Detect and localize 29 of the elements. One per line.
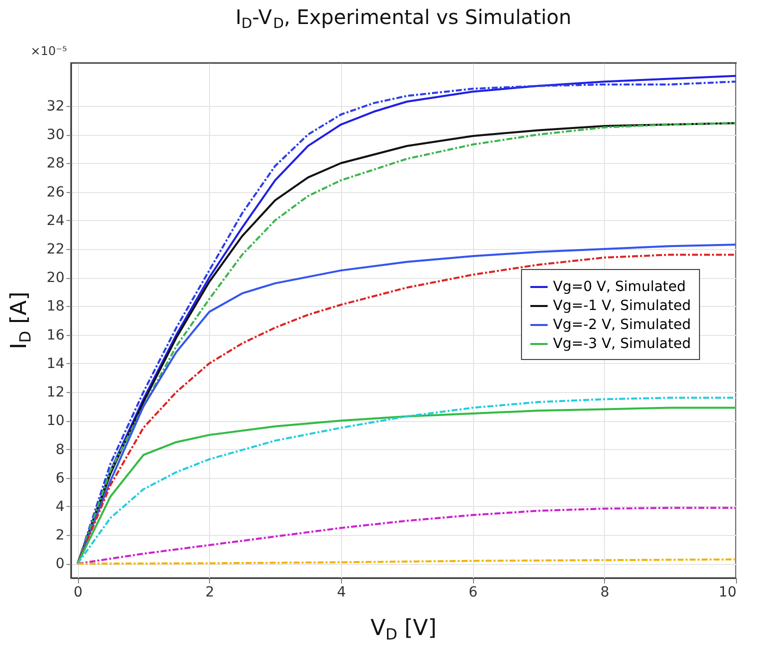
legend-label: Vg=-3 V, Simulated — [553, 336, 691, 352]
x-tick-label: 10 — [718, 584, 736, 600]
y-axis-title: ID [A] — [7, 292, 35, 350]
y-tick-label: 0 — [56, 556, 64, 572]
x-tick-label: 2 — [205, 584, 214, 600]
legend-label: Vg=-1 V, Simulated — [553, 298, 691, 314]
y-tick-label: 6 — [56, 470, 65, 486]
y-tick-label: 26 — [46, 184, 65, 200]
y-tick-label: 12 — [46, 384, 64, 401]
x-tick-label: 6 — [468, 584, 478, 600]
y-tick-label: 28 — [46, 156, 64, 172]
y-tick-label: 30 — [46, 127, 64, 144]
y-tick-label: 8 — [56, 442, 64, 458]
legend-label: Vg=0 V, Simulated — [553, 279, 686, 295]
y-tick-label: 14 — [46, 356, 65, 372]
y-tick-label: 10 — [46, 413, 64, 430]
y-tick-label: 24 — [46, 212, 65, 229]
y-tick-label: 4 — [56, 498, 65, 515]
y-tick-label: 18 — [46, 298, 64, 315]
y-tick-label: 20 — [46, 270, 64, 286]
x-tick-label: 4 — [336, 584, 346, 600]
y-tick-label: 2 — [56, 528, 64, 544]
y-tick-label: 22 — [46, 241, 64, 258]
text: ×10⁻⁵ — [30, 44, 68, 58]
legend-label: Vg=-2 V, Simulated — [553, 317, 691, 333]
x-tick-label: 0 — [74, 584, 83, 600]
y-tick-label: 32 — [46, 98, 64, 114]
x-tick-label: 8 — [600, 584, 610, 600]
y-tick-label: 16 — [46, 327, 65, 344]
